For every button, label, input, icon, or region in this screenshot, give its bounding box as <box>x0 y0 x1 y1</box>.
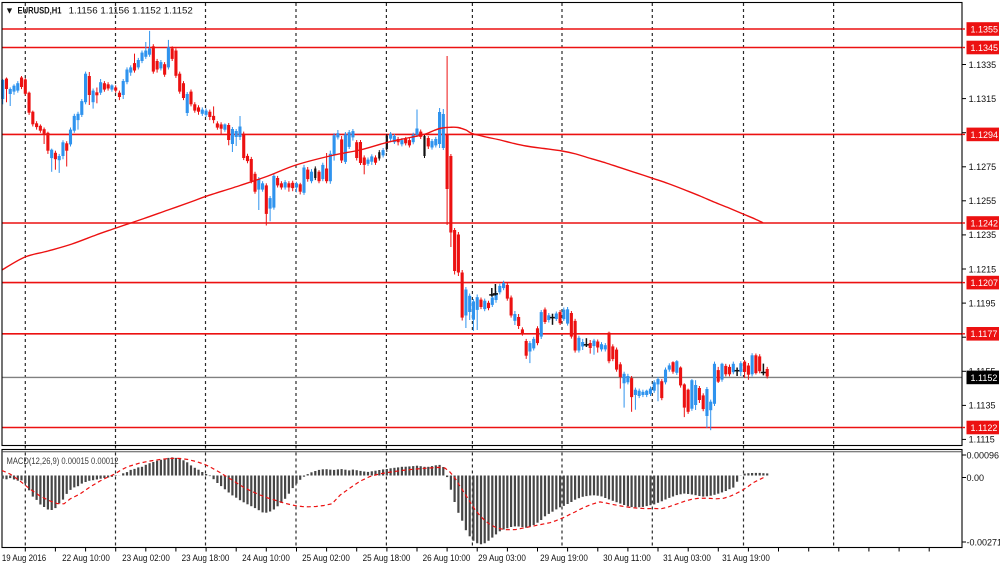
svg-text:1.1335: 1.1335 <box>969 60 997 70</box>
svg-text:31 Aug 19:00: 31 Aug 19:00 <box>722 553 770 563</box>
svg-text:1.1275: 1.1275 <box>969 162 997 172</box>
svg-text:1.1242: 1.1242 <box>971 218 999 228</box>
svg-text:19 Aug 2016: 19 Aug 2016 <box>2 553 46 563</box>
svg-text:23 Aug 02:00: 23 Aug 02:00 <box>122 553 170 563</box>
svg-text:1.1235: 1.1235 <box>969 230 997 240</box>
svg-text:1.1122: 1.1122 <box>971 423 998 433</box>
svg-text:1.1152: 1.1152 <box>971 373 998 383</box>
svg-text:1.1135: 1.1135 <box>969 401 996 411</box>
svg-text:0.00096: 0.00096 <box>967 450 1000 460</box>
svg-text:1.1255: 1.1255 <box>969 196 997 206</box>
svg-text:1.1315: 1.1315 <box>969 94 997 104</box>
svg-text:EURUSD,H1: EURUSD,H1 <box>18 6 62 16</box>
svg-text:1.1177: 1.1177 <box>971 329 998 339</box>
svg-text:1.1294: 1.1294 <box>971 130 999 140</box>
svg-text:1.1115: 1.1115 <box>969 435 995 445</box>
svg-text:1.1355: 1.1355 <box>971 24 999 34</box>
svg-text:29 Aug 19:00: 29 Aug 19:00 <box>540 553 588 563</box>
svg-text:31 Aug 03:00: 31 Aug 03:00 <box>663 553 711 563</box>
svg-text:26 Aug 10:00: 26 Aug 10:00 <box>423 553 471 563</box>
svg-text:-0.00271: -0.00271 <box>967 537 1000 547</box>
svg-text:1.1207: 1.1207 <box>971 278 999 288</box>
svg-text:25 Aug 18:00: 25 Aug 18:00 <box>363 553 411 563</box>
svg-text:MACD(12,26,9) 0.00015 0.00012: MACD(12,26,9) 0.00015 0.00012 <box>7 456 119 466</box>
svg-text:1.1215: 1.1215 <box>969 264 997 274</box>
svg-text:1.1195: 1.1195 <box>969 298 996 308</box>
svg-text:25 Aug 02:00: 25 Aug 02:00 <box>302 553 350 563</box>
svg-text:29 Aug 03:00: 29 Aug 03:00 <box>478 553 526 563</box>
svg-text:22 Aug 10:00: 22 Aug 10:00 <box>62 553 110 563</box>
svg-text:1.1345: 1.1345 <box>971 43 999 53</box>
svg-text:0.00: 0.00 <box>967 473 985 483</box>
svg-text:23 Aug 18:00: 23 Aug 18:00 <box>182 553 230 563</box>
svg-text:▼: ▼ <box>5 6 14 16</box>
svg-text:24 Aug 10:00: 24 Aug 10:00 <box>242 553 290 563</box>
svg-text:30 Aug 11:00: 30 Aug 11:00 <box>603 553 651 563</box>
svg-text:1.1156 1.1156 1.1152 1.1152: 1.1156 1.1156 1.1152 1.1152 <box>69 6 193 16</box>
